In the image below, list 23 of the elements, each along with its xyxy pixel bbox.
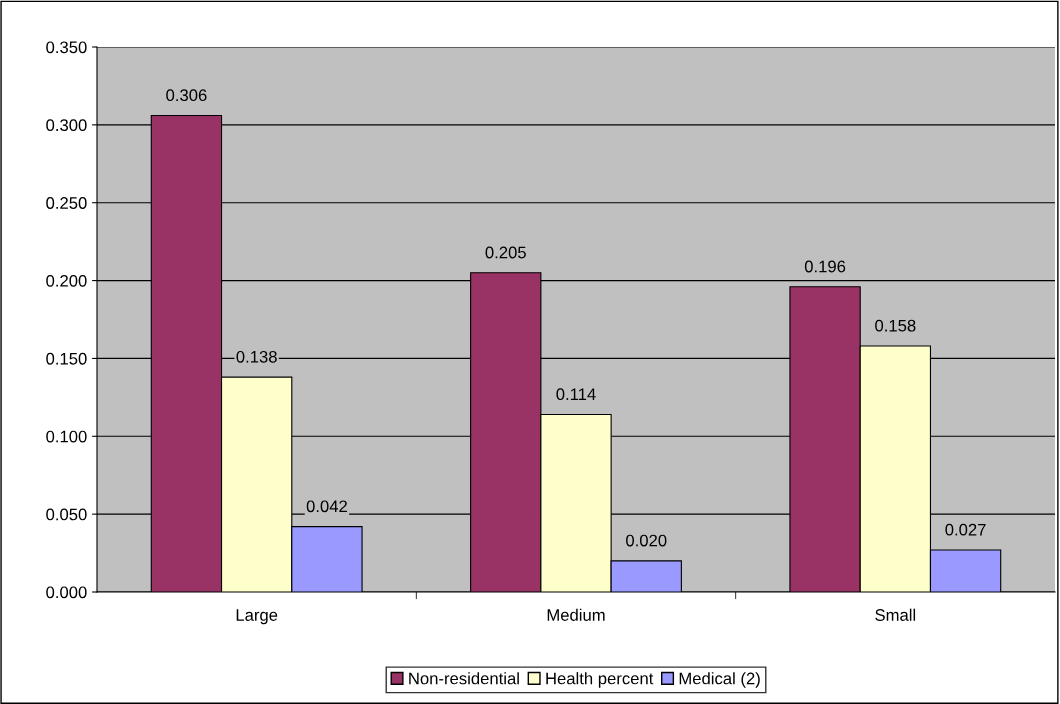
y-tick-label: 0.200 — [46, 274, 87, 287]
legend-label: Medical (2) — [679, 672, 760, 688]
y-tick-label: 0.250 — [46, 197, 87, 209]
data-label: 0.196 — [804, 260, 846, 273]
data-label: 0.138 — [236, 350, 277, 363]
y-tick-label: 0.350 — [46, 41, 87, 54]
data-label: 0.306 — [166, 89, 207, 102]
x-tick-label: Large — [236, 609, 278, 625]
x-tick-label: Medium — [547, 608, 605, 621]
legend-label: Health percent — [546, 672, 654, 688]
data-label: 0.020 — [626, 534, 667, 547]
data-label: 0.027 — [945, 523, 986, 536]
y-tick-label: 0.050 — [46, 508, 87, 521]
data-label: 0.158 — [875, 319, 916, 332]
x-tick-label: Small — [875, 608, 916, 621]
y-tick-label: 0.150 — [46, 352, 87, 365]
y-tick-label: 0.300 — [46, 119, 87, 132]
data-label: 0.042 — [306, 500, 347, 513]
legend-label: Non-residential — [409, 672, 519, 685]
data-label: 0.114 — [556, 388, 596, 401]
data-label: 0.205 — [485, 246, 526, 259]
y-tick-label: 0.000 — [46, 586, 87, 599]
y-tick-label: 0.100 — [46, 430, 87, 443]
